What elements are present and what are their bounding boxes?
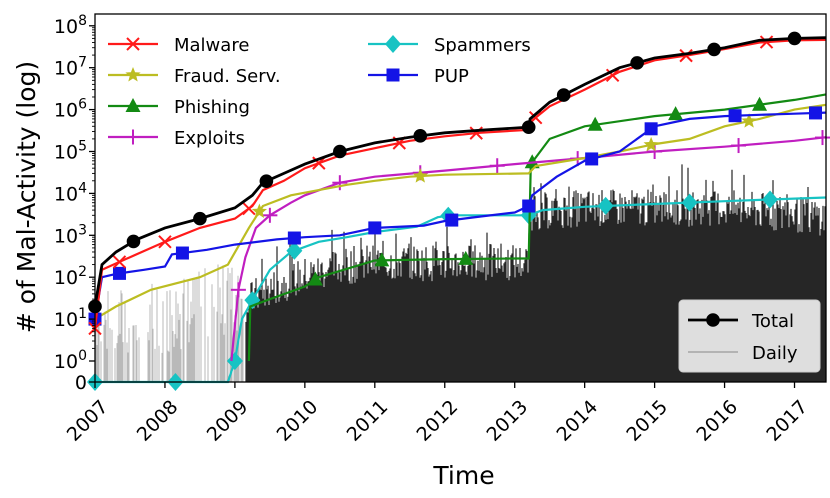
- series-point-pup: [368, 221, 382, 235]
- legend-label: Spammers: [434, 35, 531, 56]
- series-point-malware-stroke2: [679, 48, 693, 63]
- series-point-pup: [644, 122, 658, 136]
- legend-item-phishing: Phishing: [108, 97, 250, 118]
- legend-item-spammers: Spammers: [368, 35, 531, 56]
- series-point-phishing: [668, 106, 684, 121]
- legend-item-exploits: Exploits: [108, 128, 245, 149]
- legend-label: Fraud. Serv.: [174, 66, 281, 87]
- x-axis-title: Time: [432, 461, 494, 490]
- series-point-total: [126, 234, 141, 249]
- legend-swatch-marker: [125, 67, 141, 82]
- series-point-fraud-serv: [741, 113, 757, 128]
- series-point-fraud-serv: [412, 168, 428, 183]
- series-point-total: [333, 144, 347, 159]
- series-point-malware-stroke2: [112, 255, 127, 269]
- legend-layer: Malware Fraud. Serv. Phishing Exploits Spamm…: [108, 35, 821, 373]
- series-point-malware-stroke2: [242, 201, 256, 216]
- series-point-spammers: [286, 241, 303, 260]
- legend-label: Daily: [752, 343, 798, 364]
- legend-item-total: Total: [688, 311, 794, 332]
- series-line-fraud-serv: [94, 103, 827, 321]
- series-phishing: [247, 93, 827, 362]
- series-point-pup: [728, 109, 742, 123]
- series-point-phishing: [524, 154, 540, 169]
- series-total: [88, 31, 827, 314]
- legend-swatch-marker: [385, 35, 401, 53]
- legend-swatch-marker: [386, 68, 400, 82]
- plot-frame: [94, 13, 827, 383]
- legend-label: Exploits: [174, 128, 245, 149]
- legend-label: Malware: [174, 35, 249, 56]
- series-point-malware-stroke2: [759, 35, 774, 49]
- series-point-phishing: [374, 252, 390, 267]
- series-point-phishing: [752, 96, 768, 111]
- legend-label: Phishing: [174, 97, 250, 118]
- legend-box-total: [678, 299, 821, 373]
- series-point-pup: [175, 246, 189, 260]
- y-tick-label: 104: [54, 180, 87, 205]
- series-point-total: [521, 120, 536, 135]
- series-point-total: [193, 211, 207, 226]
- series-point-spammers: [762, 190, 779, 209]
- series-point-phishing: [458, 250, 474, 265]
- series-point-pup: [809, 106, 823, 120]
- series-point-total: [787, 31, 802, 46]
- series-point-pup: [112, 266, 126, 280]
- series-pup: [88, 106, 827, 326]
- series-point-pup: [585, 152, 599, 166]
- series-line-phishing: [247, 93, 827, 362]
- legend-label: PUP: [434, 66, 469, 87]
- legend-item-malware: Malware: [108, 35, 249, 56]
- series-point-spammers: [681, 193, 698, 212]
- series-point-spammers: [597, 196, 614, 215]
- series-point-pup: [287, 231, 301, 245]
- series-point-fraud-serv: [251, 203, 267, 218]
- series-line-pup: [93, 111, 827, 320]
- series-point-pup: [445, 213, 459, 227]
- series-point-total: [707, 42, 721, 57]
- legend-swatch-marker: [706, 313, 720, 327]
- legend-swatch-marker-stroke2: [126, 37, 140, 51]
- series-fraud-serv: [94, 103, 827, 321]
- series-point-total: [259, 174, 274, 188]
- series-point-total: [630, 56, 644, 70]
- series-point-malware-stroke2: [312, 156, 326, 170]
- legend-swatch-marker: [125, 98, 141, 112]
- series-point-total: [413, 129, 428, 143]
- legend-item-pup: PUP: [368, 66, 469, 87]
- series-point-total: [556, 88, 571, 102]
- series-line-total: [93, 36, 827, 307]
- series-point-malware-stroke2: [158, 235, 172, 249]
- series-point-phishing: [587, 116, 603, 131]
- series-point-phishing: [307, 271, 323, 286]
- series-point-malware-stroke2: [605, 68, 620, 83]
- series-line-malware: [93, 38, 827, 329]
- y-tick-label: 0: [75, 372, 87, 394]
- legend-label: Total: [751, 311, 794, 332]
- series-point-fraud-serv: [643, 136, 659, 152]
- series-point-pup: [522, 199, 536, 213]
- y-axis-title: # of Mal-Activity (log): [12, 61, 41, 333]
- series-layer: [87, 31, 830, 391]
- legend-item-fraud-serv: Fraud. Serv.: [108, 66, 281, 87]
- legend-item-daily: Daily: [688, 343, 798, 364]
